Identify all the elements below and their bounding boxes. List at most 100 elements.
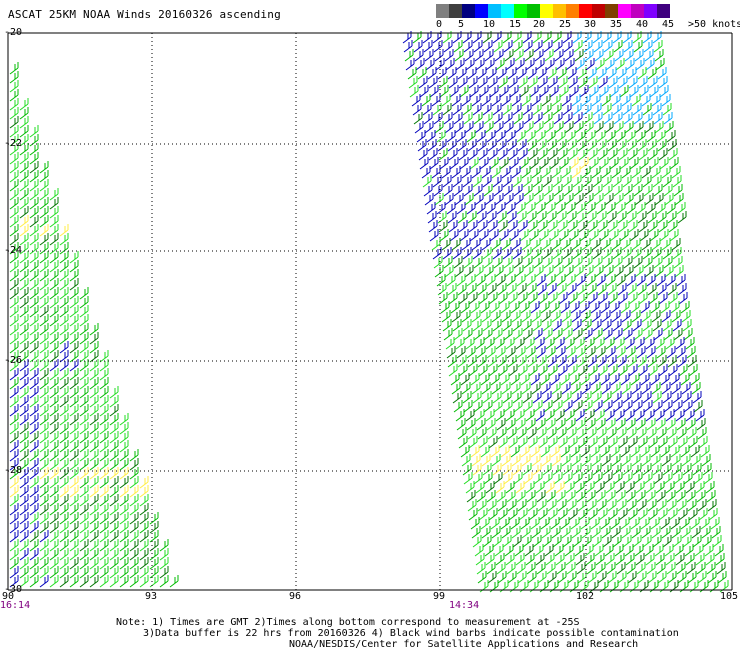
wind-barb: [548, 76, 558, 89]
wind-barb: [443, 328, 453, 341]
wind-barb: [438, 76, 448, 89]
wind-barb: [491, 238, 501, 251]
wind-barb: [507, 571, 517, 584]
wind-barb: [695, 409, 705, 422]
wind-barb: [706, 562, 716, 575]
wind-barb: [595, 481, 605, 494]
wind-barb: [612, 391, 622, 404]
wind-barb: [561, 382, 571, 395]
wind-barb: [449, 157, 459, 170]
wind-barb: [652, 247, 662, 260]
wind-barb: [69, 341, 79, 354]
wind-barb: [661, 382, 671, 395]
wind-barb: [521, 526, 531, 539]
wind-barb: [504, 265, 514, 278]
wind-barb: [49, 323, 59, 336]
wind-barb: [643, 40, 653, 53]
wind-barb: [617, 499, 627, 512]
wind-barb: [471, 382, 481, 395]
wind-barb: [29, 323, 39, 336]
wind-barb: [423, 40, 433, 53]
wind-barb: [610, 517, 620, 530]
wind-barb: [672, 247, 682, 260]
wind-barb: [486, 562, 496, 575]
wind-barb: [551, 454, 561, 467]
wind-barb: [578, 148, 588, 161]
wind-barb: [640, 301, 650, 314]
wind-barb: [547, 571, 557, 584]
wind-barb: [59, 449, 69, 462]
wind-barb: [49, 206, 59, 219]
wind-barb: [423, 184, 433, 197]
wind-barb: [666, 274, 676, 287]
wind-barb: [558, 436, 568, 449]
wind-barb: [616, 490, 626, 503]
wind-barb: [506, 130, 516, 143]
wind-barb: [522, 463, 532, 476]
wind-barb: [456, 130, 466, 143]
wind-barb: [478, 436, 488, 449]
wind-barb: [590, 301, 600, 314]
wind-barb: [550, 301, 560, 314]
wind-barb: [497, 211, 507, 224]
wind-barb: [520, 301, 530, 314]
wind-barb: [543, 112, 553, 125]
wind-barb: [520, 517, 530, 530]
wind-barb: [446, 274, 456, 287]
wind-barb: [9, 71, 19, 84]
wind-barb: [463, 112, 473, 125]
wind-barb: [580, 517, 590, 530]
wind-barb: [49, 557, 59, 570]
wind-barb: [472, 31, 482, 44]
wind-barb: [719, 580, 729, 593]
wind-barb: [9, 107, 19, 120]
wind-barb: [19, 449, 29, 462]
wind-barb: [454, 121, 464, 134]
wind-barb: [19, 305, 29, 318]
wind-barb: [534, 193, 544, 206]
wind-barb: [556, 274, 566, 287]
wind-barb: [532, 391, 542, 404]
wind-barb: [523, 184, 533, 197]
wind-barb: [19, 251, 29, 264]
wind-barb: [448, 364, 458, 377]
wind-barb: [481, 310, 491, 323]
wind-barb: [708, 508, 718, 521]
wind-barb: [478, 292, 488, 305]
wind-barb: [59, 422, 69, 435]
wind-barb: [79, 566, 89, 579]
wind-barb: [604, 544, 614, 557]
wind-barb: [666, 130, 676, 143]
wind-barb: [670, 301, 680, 314]
wind-barb: [39, 314, 49, 327]
wind-barb: [9, 566, 19, 579]
wind-barb: [521, 166, 531, 179]
wind-barb: [456, 418, 466, 431]
wind-barb: [585, 481, 595, 494]
wind-barb: [457, 355, 467, 368]
wind-barb: [433, 112, 443, 125]
wind-barb: [637, 67, 647, 80]
wind-barb: [553, 112, 563, 125]
wind-barb: [109, 467, 119, 480]
wind-barb: [512, 247, 522, 260]
wind-barb: [472, 319, 482, 332]
wind-barb: [139, 494, 149, 507]
wind-barb: [79, 557, 89, 570]
wind-barb: [496, 346, 506, 359]
wind-barb: [516, 202, 526, 215]
wind-barb: [655, 409, 665, 422]
wind-barb: [698, 436, 708, 449]
wind-barb: [19, 197, 29, 210]
wind-barb: [612, 319, 622, 332]
wind-barb: [650, 301, 660, 314]
wind-barb: [528, 148, 538, 161]
wind-barb: [59, 548, 69, 561]
wind-barb: [433, 256, 443, 269]
wind-barb: [584, 193, 594, 206]
wind-barb: [442, 103, 452, 116]
wind-barb: [139, 557, 149, 570]
wind-barb: [479, 229, 489, 242]
wind-barb: [49, 458, 59, 471]
wind-barb: [637, 499, 647, 512]
